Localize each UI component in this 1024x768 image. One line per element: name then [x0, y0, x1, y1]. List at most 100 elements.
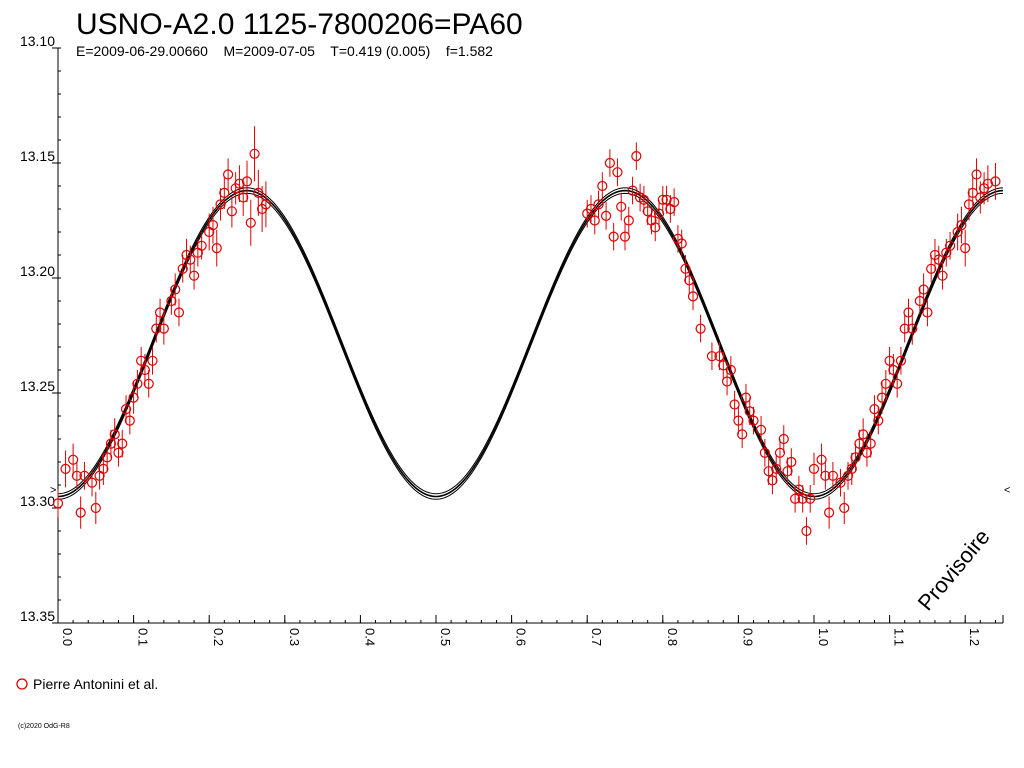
data-point — [657, 194, 668, 205]
data-point — [616, 201, 627, 212]
x-tick-label: 0.1 — [136, 628, 151, 646]
data-point — [793, 484, 804, 495]
data-point — [661, 194, 672, 205]
data-point — [608, 231, 619, 242]
data-point — [249, 148, 260, 159]
data-point — [725, 364, 736, 376]
data-point — [669, 197, 680, 208]
data-point — [597, 180, 608, 192]
data-point — [740, 392, 752, 403]
left-min-marker: > — [50, 485, 56, 497]
data-point — [876, 392, 888, 403]
data-point — [805, 493, 816, 504]
data-point — [71, 470, 83, 481]
data-point — [158, 323, 169, 334]
data-point — [816, 454, 827, 465]
data-point — [755, 424, 767, 435]
data-point — [937, 270, 948, 281]
legend-entry: Pierre Antonini et al. — [33, 676, 158, 692]
legend: Pierre Antonini et al. — [16, 676, 158, 692]
data-point — [143, 378, 154, 389]
data-point — [695, 323, 706, 334]
data-point — [105, 438, 117, 449]
x-tick-label: 0.0 — [60, 628, 75, 646]
data-point — [102, 452, 113, 463]
data-point — [903, 307, 914, 318]
data-point — [782, 466, 793, 477]
data-point — [207, 220, 219, 231]
data-point — [638, 194, 650, 205]
data-point — [820, 470, 831, 481]
data-point — [60, 463, 71, 474]
data-point — [260, 199, 271, 210]
y-tick-label: 13.35 — [20, 608, 55, 624]
data-point — [684, 275, 695, 286]
x-tick-label: 0.6 — [514, 628, 529, 646]
data-point — [109, 429, 120, 440]
data-point — [593, 199, 604, 210]
x-tick-label: 0.7 — [589, 628, 604, 646]
data-point — [226, 206, 237, 217]
data-point — [869, 404, 880, 415]
data-point — [873, 415, 884, 426]
data-point — [884, 355, 895, 366]
data-point — [136, 355, 147, 366]
chart-info-line: E=2009-06-29.00660 M=2009-07-05 T=0.419 … — [76, 43, 493, 59]
x-tick-label: 0.4 — [362, 628, 377, 646]
data-point — [767, 475, 778, 486]
y-tick-label: 13.30 — [20, 493, 55, 509]
data-point — [895, 355, 907, 366]
copyright-credit: (c)2020 OdG-R8 — [18, 723, 70, 730]
data-point — [846, 463, 857, 474]
data-point — [759, 447, 770, 458]
data-point — [827, 470, 839, 481]
data-point — [132, 378, 143, 389]
data-point — [173, 307, 185, 318]
data-point — [801, 525, 812, 537]
data-point — [166, 295, 177, 307]
data-point — [98, 463, 109, 474]
data-point — [918, 284, 929, 295]
data-point — [627, 185, 638, 196]
data-point — [196, 240, 207, 251]
data-point — [789, 493, 801, 504]
data-point — [113, 447, 124, 458]
model-curve-lower — [57, 192, 1004, 500]
data-point — [676, 238, 687, 249]
data-point — [733, 415, 744, 426]
right-min-marker: < — [1004, 485, 1010, 497]
data-point — [151, 323, 162, 334]
data-point — [139, 364, 151, 376]
data-point — [774, 447, 786, 458]
data-point — [850, 452, 861, 463]
data-point — [604, 157, 615, 169]
y-tick-label: 13.25 — [20, 378, 55, 394]
data-point — [944, 240, 956, 251]
data-point — [117, 438, 128, 449]
data-point — [128, 392, 139, 403]
data-point — [79, 470, 90, 481]
data-point — [585, 203, 597, 215]
data-point — [839, 502, 850, 514]
data-point — [680, 263, 691, 274]
data-point — [899, 323, 910, 334]
data-point — [253, 187, 264, 198]
data-point — [933, 254, 944, 265]
data-point — [956, 220, 967, 231]
axes: 13.10 13.15 13.20 13.25 13.30 13.35 0.0 0.1 0.2 0… — [20, 33, 1010, 646]
data-point — [234, 178, 245, 189]
data-point — [642, 206, 653, 217]
data-point — [718, 360, 729, 371]
data-point — [589, 215, 600, 226]
data-point — [241, 176, 253, 187]
x-tick-label: 0.2 — [211, 628, 226, 646]
data-point — [888, 364, 899, 376]
y-tick-label: 13.15 — [20, 148, 55, 164]
x-tick-label: 0.5 — [438, 628, 453, 646]
data-point — [219, 187, 230, 198]
data-point — [52, 498, 64, 509]
x-tick-label: 1.2 — [967, 628, 982, 646]
data-point — [858, 429, 869, 440]
data-point — [223, 169, 234, 180]
